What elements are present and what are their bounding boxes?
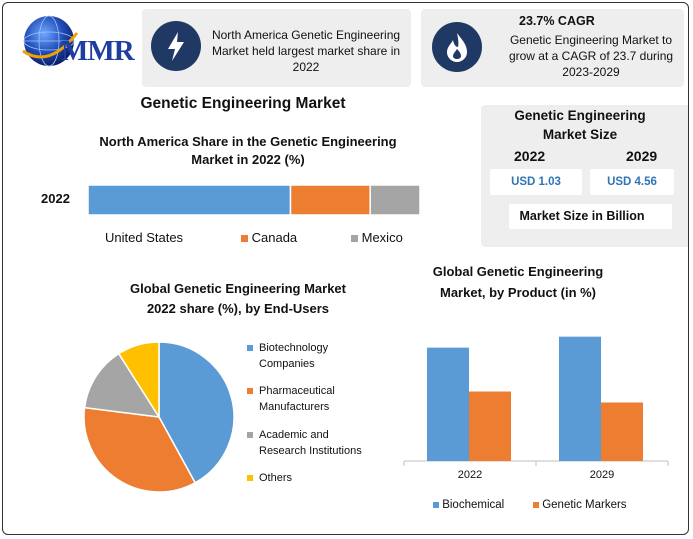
legend-mexico-swatch (351, 235, 358, 242)
flame-icon (432, 22, 482, 72)
logo-text: MMR (61, 35, 135, 67)
market-size-year-2022: 2022 (514, 148, 546, 164)
product-chart-title-line2: Market, by Product (in %) (439, 285, 597, 300)
bar-segment-canada (289, 184, 371, 216)
bar-biochemical-2029 (559, 336, 601, 461)
market-size-value-2029-box: USD 4.56 (590, 169, 674, 195)
logo: MMR (19, 11, 147, 71)
legend-united-states: United States (105, 230, 183, 245)
legend-academic-label-line2: Research Institutions (259, 445, 362, 457)
legend-pharmaceutical-label-line2: Manufacturers (259, 401, 330, 413)
legend-others-label: Others (259, 472, 293, 484)
pie-slice-academic-and (83, 352, 161, 418)
legend-biochemical: Biochemical (433, 499, 504, 511)
end-users-pie-chart (83, 341, 235, 493)
legend-mexico-label: Mexico (361, 230, 403, 245)
pie-slice-pharmaceutical (83, 406, 197, 493)
bar-biochemical-2022 (427, 347, 469, 461)
cagr-title: 23.7% CAGR (519, 14, 595, 28)
lightning-bolt-icon (151, 21, 201, 71)
bar-segment-united-states (87, 184, 292, 216)
legend-pharmaceutical-swatch (247, 388, 253, 394)
page-title: Genetic Engineering Market (140, 95, 346, 112)
cagr-text: Genetic Engineering Market to grow at a … (508, 33, 674, 79)
market-size-unit: Market Size in Billion (519, 209, 645, 223)
legend-mexico: Mexico (351, 230, 403, 245)
legend-others-swatch (247, 475, 253, 481)
market-size-value-2029: USD 4.56 (607, 176, 657, 188)
x-tick-label-2029: 2029 (590, 469, 614, 481)
legend-biotechnology-label-line1: Biotechnology (259, 342, 329, 354)
product-bar-chart: 2022 2029 (403, 336, 669, 481)
na-share-chart (87, 184, 421, 216)
na-share-category-label: 2022 (41, 191, 70, 206)
legend-canada-label: Canada (251, 230, 298, 245)
pie-slice-others (117, 341, 160, 420)
north-america-card: North America Genetic Engineering Market… (142, 9, 411, 87)
north-america-text: North America Genetic Engineering Market… (211, 28, 401, 74)
market-size-year-2029: 2029 (626, 148, 658, 164)
legend-biotechnology-label-line2: Companies (259, 358, 315, 370)
market-size-card: Genetic Engineering Market Size 2022 202… (481, 105, 688, 247)
market-size-value-2022-box: USD 1.03 (490, 169, 582, 195)
market-size-title-line1: Genetic Engineering (514, 108, 646, 123)
legend-biochemical-label: Biochemical (442, 499, 505, 511)
market-size-title-line2: Market Size (542, 127, 618, 142)
legend-canada: Canada (241, 230, 297, 245)
legend-biotechnology-swatch (247, 345, 253, 351)
legend-academic-swatch (247, 432, 253, 438)
bar-genetic-markers-2022 (469, 391, 511, 461)
end-users-chart-title-line1: Global Genetic Engineering Market (130, 281, 346, 296)
globe-icon (22, 15, 79, 67)
na-share-chart-title-line1: North America Share in the Genetic Engin… (99, 134, 397, 149)
legend-academic-label-line1: Academic and (259, 429, 329, 441)
end-users-chart-title-line2: 2022 share (%), by End-Users (146, 301, 330, 316)
legend-pharmaceutical-label-line1: Pharmaceutical (259, 385, 335, 397)
bar-segment-mexico (369, 184, 421, 216)
product-chart-title-line1: Global Genetic Engineering (432, 264, 604, 279)
pie-slice-biotechnology (158, 341, 235, 484)
bar-genetic-markers-2029 (601, 402, 643, 461)
legend-genetic-markers-swatch (533, 502, 539, 508)
legend-biochemical-swatch (433, 502, 439, 508)
na-share-chart-title-line2: Market in 2022 (%) (191, 152, 305, 167)
na-share-legend: United States Canada Mexico (105, 230, 435, 246)
legend-genetic-markers-label: Genetic Markers (542, 499, 627, 511)
legend-genetic-markers: Genetic Markers (533, 499, 627, 511)
market-size-unit-box: Market Size in Billion (509, 204, 672, 229)
cagr-card: 23.7% CAGR Genetic Engineering Market to… (421, 9, 684, 87)
legend-canada-swatch (241, 235, 248, 242)
x-tick-label-2022: 2022 (458, 469, 482, 481)
market-size-value-2022: USD 1.03 (511, 176, 561, 188)
legend-united-states-label: United States (105, 230, 184, 245)
